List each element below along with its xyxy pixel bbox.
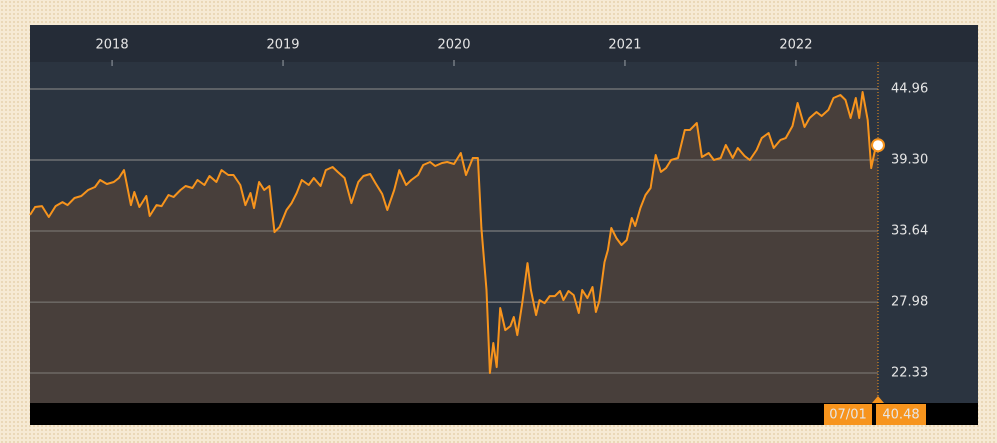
x-tick-label: 2021 [608,38,641,53]
x-tick-label: 2018 [96,38,129,53]
date-label: 07/01 [829,408,866,423]
pointer [872,396,884,403]
y-tick-label: 33.64 [891,224,928,239]
y-tick-label: 44.96 [891,81,928,96]
value-badge [876,404,926,425]
x-tick-label: 2022 [779,38,812,53]
x-axis-band [30,25,978,62]
date-badge [824,404,872,425]
y-tick-label: 22.33 [891,366,928,381]
area [30,92,878,403]
footer-bar [30,403,978,425]
x-tick-label: 2020 [437,38,470,53]
line [29,91,879,374]
y-tick-label: 39.30 [891,153,928,168]
y-tick-label: 27.98 [891,295,928,310]
last-point [871,138,885,153]
x-tick-label: 2019 [266,38,299,53]
value-label: 40.48 [882,408,919,423]
